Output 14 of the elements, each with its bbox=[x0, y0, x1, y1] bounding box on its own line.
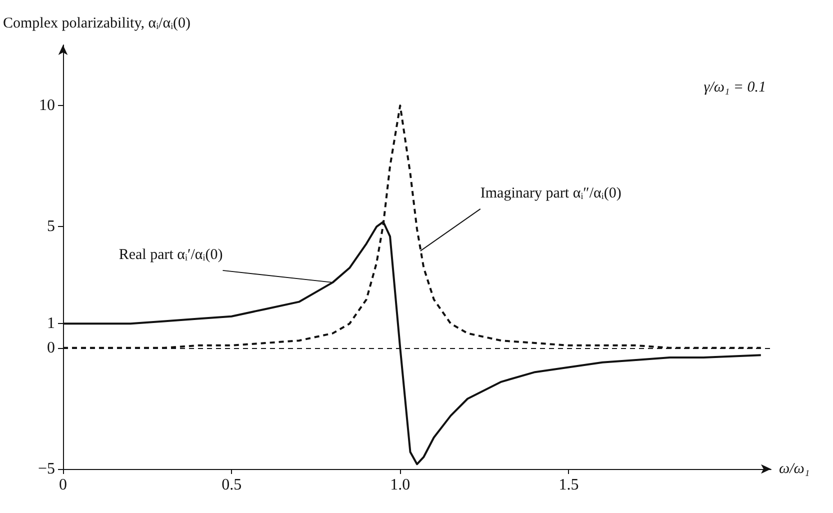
annotation: γ/ω₁ = 0.1 bbox=[704, 80, 766, 96]
x-axis-title: ω/ω₁ bbox=[779, 461, 810, 477]
y-tick-label: 1 bbox=[47, 315, 55, 332]
annotation: Imaginary part αᵢ″/αᵢ(0) bbox=[480, 185, 622, 202]
x-tick-label: 1.0 bbox=[390, 476, 410, 494]
y-tick-label: 0 bbox=[47, 339, 55, 356]
x-tick-label: 0 bbox=[59, 476, 67, 494]
y-tick-label: 5 bbox=[47, 218, 55, 236]
y-tick-label: 10 bbox=[39, 97, 55, 114]
x-tick-label: 0.5 bbox=[222, 476, 242, 494]
annotation: Real part αᵢ′/αᵢ(0) bbox=[118, 246, 223, 263]
y-tick-label: −5 bbox=[38, 460, 55, 478]
y-axis-title: Complex polarizability, αᵢ/αᵢ(0) bbox=[3, 16, 191, 32]
x-tick-label: 1.5 bbox=[558, 476, 579, 494]
